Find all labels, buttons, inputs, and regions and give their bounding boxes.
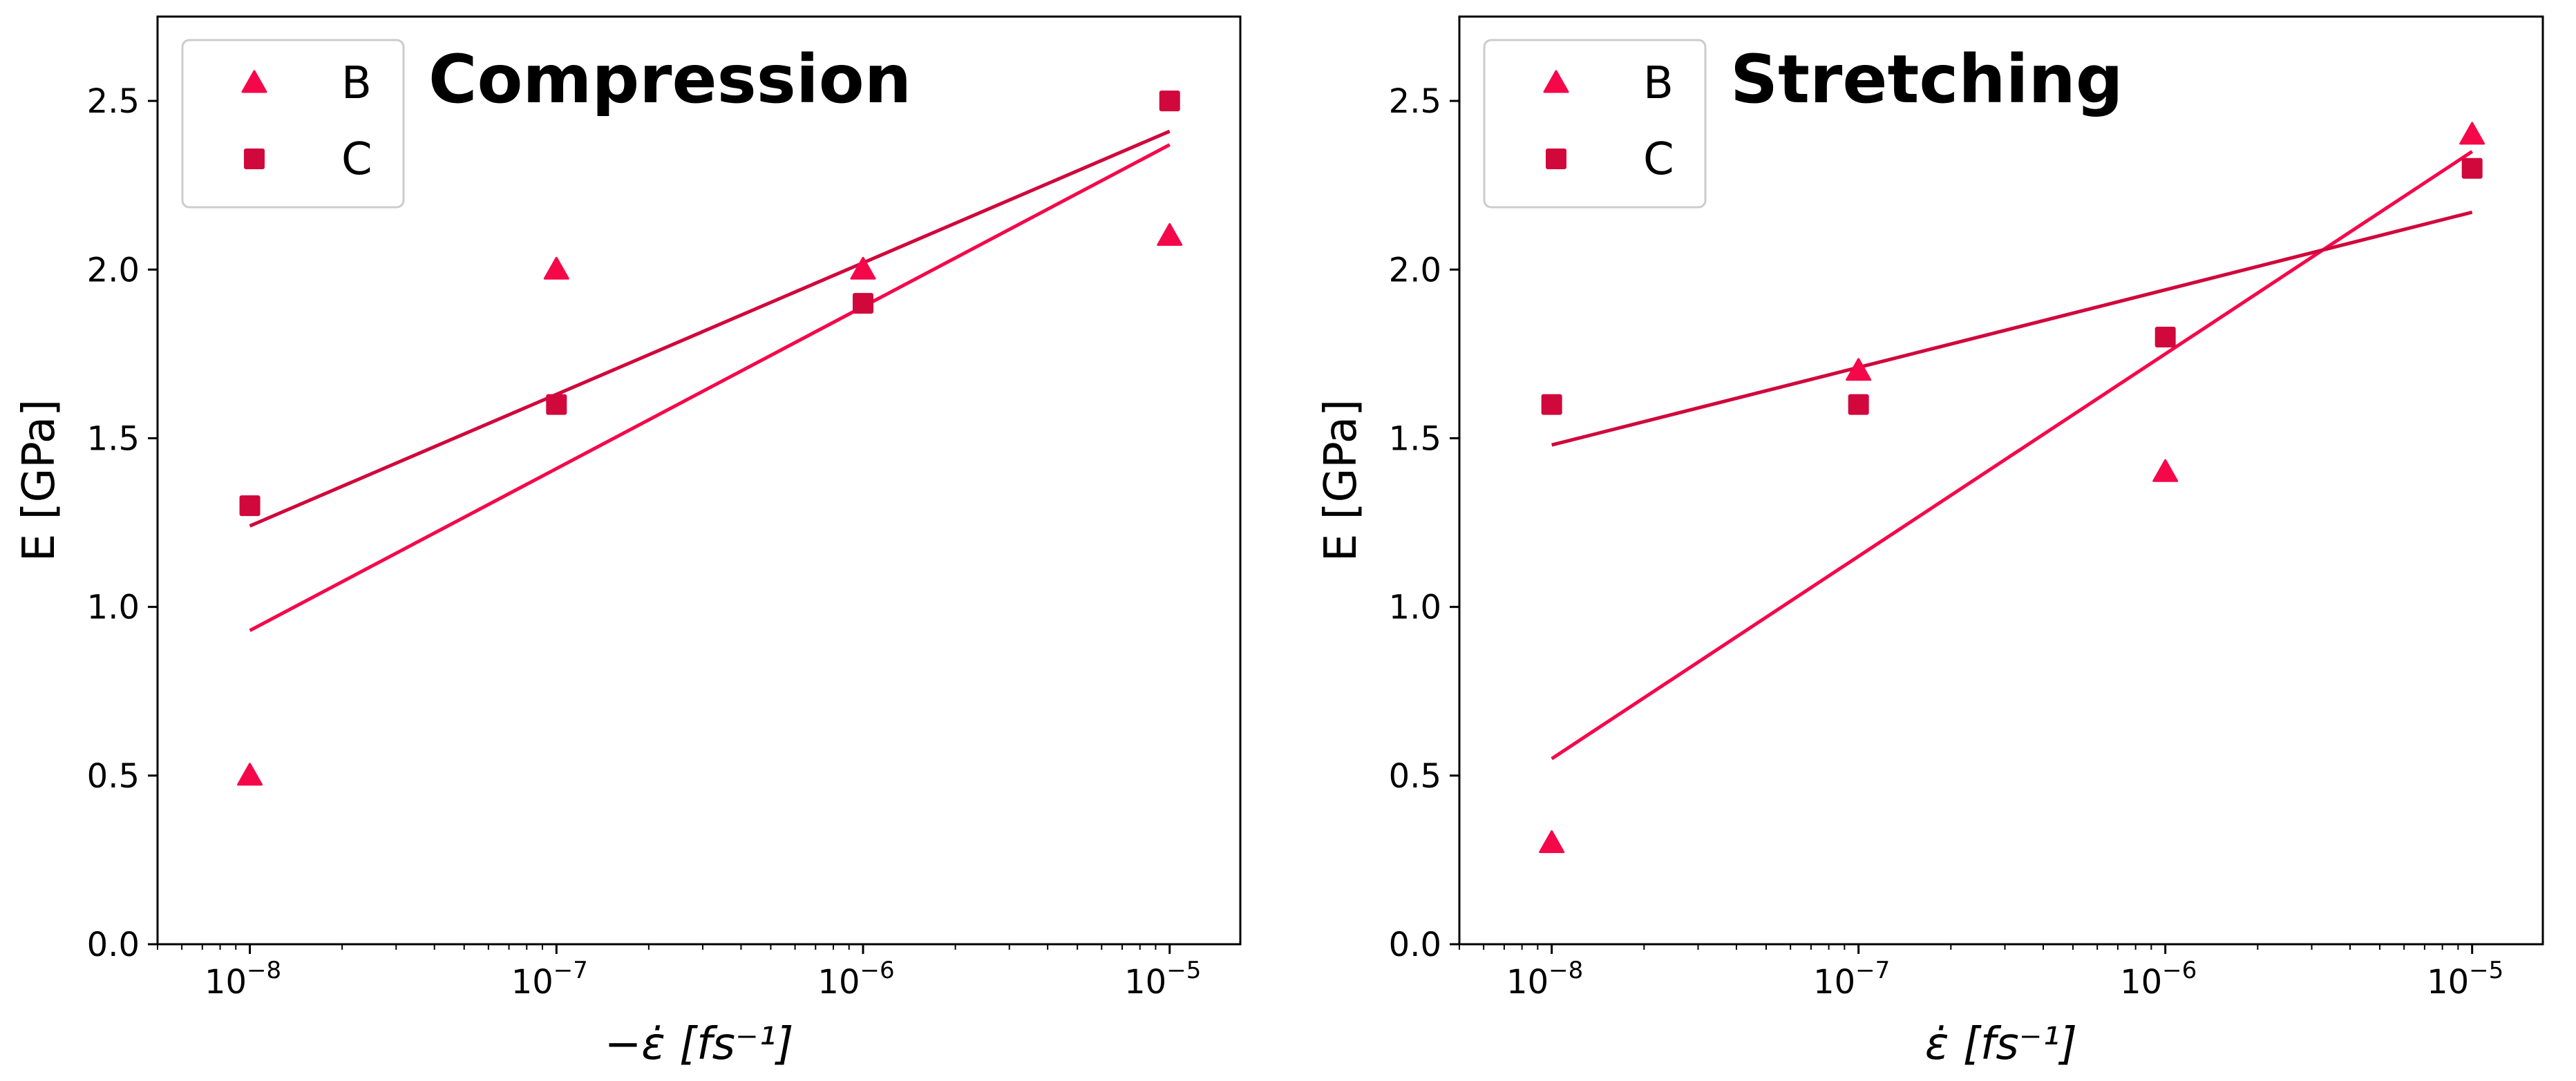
data-point-c [2154,326,2176,347]
data-point-b [2152,459,2179,482]
data-point-b [543,256,569,280]
chart-title: Stretching [1730,41,2123,118]
panel-0: 0.00.51.01.52.02.510−8 10−7 10−6 10−5−ε̇ [f… [14,15,1242,1070]
x-tick-exponent: −5 [2469,957,2503,984]
data-point-c [239,495,261,517]
legend-marker-c [244,149,265,169]
x-tick-label: 10−7 [1813,957,1890,1002]
data-point-b [850,256,876,280]
data-point-c [1848,394,1869,415]
panel-1: 0.00.51.01.52.02.510−8 10−7 10−6 10−5ε̇ [fs… [1316,15,2544,1070]
legend-label-c: C [341,134,372,185]
legend-marker-c [1546,149,1566,169]
y-tick-label: 0.0 [1389,926,1441,964]
data-point-c [2461,157,2483,179]
x-tick-base: 10 [2120,963,2162,1002]
legend-box [1483,39,1707,209]
x-tick-base: 10 [1813,963,1855,1002]
fit-line-c [1551,210,2473,447]
y-tick-label: 0.5 [87,757,140,796]
fit-line-b [249,143,1171,633]
x-tick-base: 10 [1124,963,1166,1002]
x-tick-exponent: −8 [247,957,281,984]
legend-marker-b [241,70,267,93]
x-tick-exponent: −6 [2162,957,2197,984]
x-tick-base: 10 [511,963,553,1002]
data-point-c [853,293,874,314]
axes-frame [1458,15,2544,946]
y-tick-label: 1.0 [1389,589,1441,627]
axes-frame [156,15,1242,946]
x-tick-base: 10 [2427,963,2469,1002]
x-tick-label: 10−8 [205,957,281,1002]
x-tick-label: 10−8 [1506,957,1583,1002]
fit-line-c [249,129,1171,528]
y-tick-label: 1.0 [87,589,140,627]
y-axis-label: E [GPa] [14,399,65,562]
data-point-c [1159,90,1180,112]
data-point-c [546,394,567,415]
x-axis-label: −ε̇ [fs⁻¹] [605,1019,794,1070]
chart-title: Compression [428,41,911,118]
x-tick-exponent: −6 [860,957,894,984]
legend-label-b: B [341,58,372,109]
y-tick-label: 0.5 [1389,757,1441,796]
fit-line-b [1551,150,2474,760]
legend-label-c: C [1643,134,1674,185]
data-point-b [1157,222,1183,246]
data-point-b [237,763,263,786]
legend-label-b: B [1643,58,1674,109]
x-tick-label: 10−6 [2120,957,2197,1002]
x-tick-exponent: −8 [1549,957,1583,984]
data-point-b [2459,122,2485,145]
data-point-b [1846,358,1872,381]
x-tick-exponent: −7 [1855,957,1890,984]
y-tick-label: 2.0 [87,251,140,289]
data-point-b [1539,830,1565,853]
x-axis-label: ε̇ [fs⁻¹] [1925,1019,2077,1070]
y-axis-label: E [GPa] [1316,399,1367,562]
x-tick-label: 10−6 [817,957,894,1002]
x-tick-base: 10 [1506,963,1549,1002]
legend-marker-b [1543,70,1569,93]
y-tick-label: 2.5 [87,82,140,121]
x-tick-base: 10 [817,963,860,1002]
y-tick-label: 2.0 [1389,251,1441,289]
x-tick-label: 10−7 [511,957,588,1002]
y-tick-label: 0.0 [87,926,140,964]
x-tick-label: 10−5 [2427,957,2503,1002]
data-point-c [1541,394,1562,415]
x-tick-exponent: −7 [553,957,588,984]
legend-box [181,39,405,209]
y-tick-label: 1.5 [87,419,140,458]
y-tick-label: 2.5 [1389,82,1441,121]
x-tick-label: 10−5 [1124,957,1201,1002]
x-tick-exponent: −5 [1166,957,1201,984]
y-tick-label: 1.5 [1389,419,1441,458]
x-tick-base: 10 [205,963,247,1002]
